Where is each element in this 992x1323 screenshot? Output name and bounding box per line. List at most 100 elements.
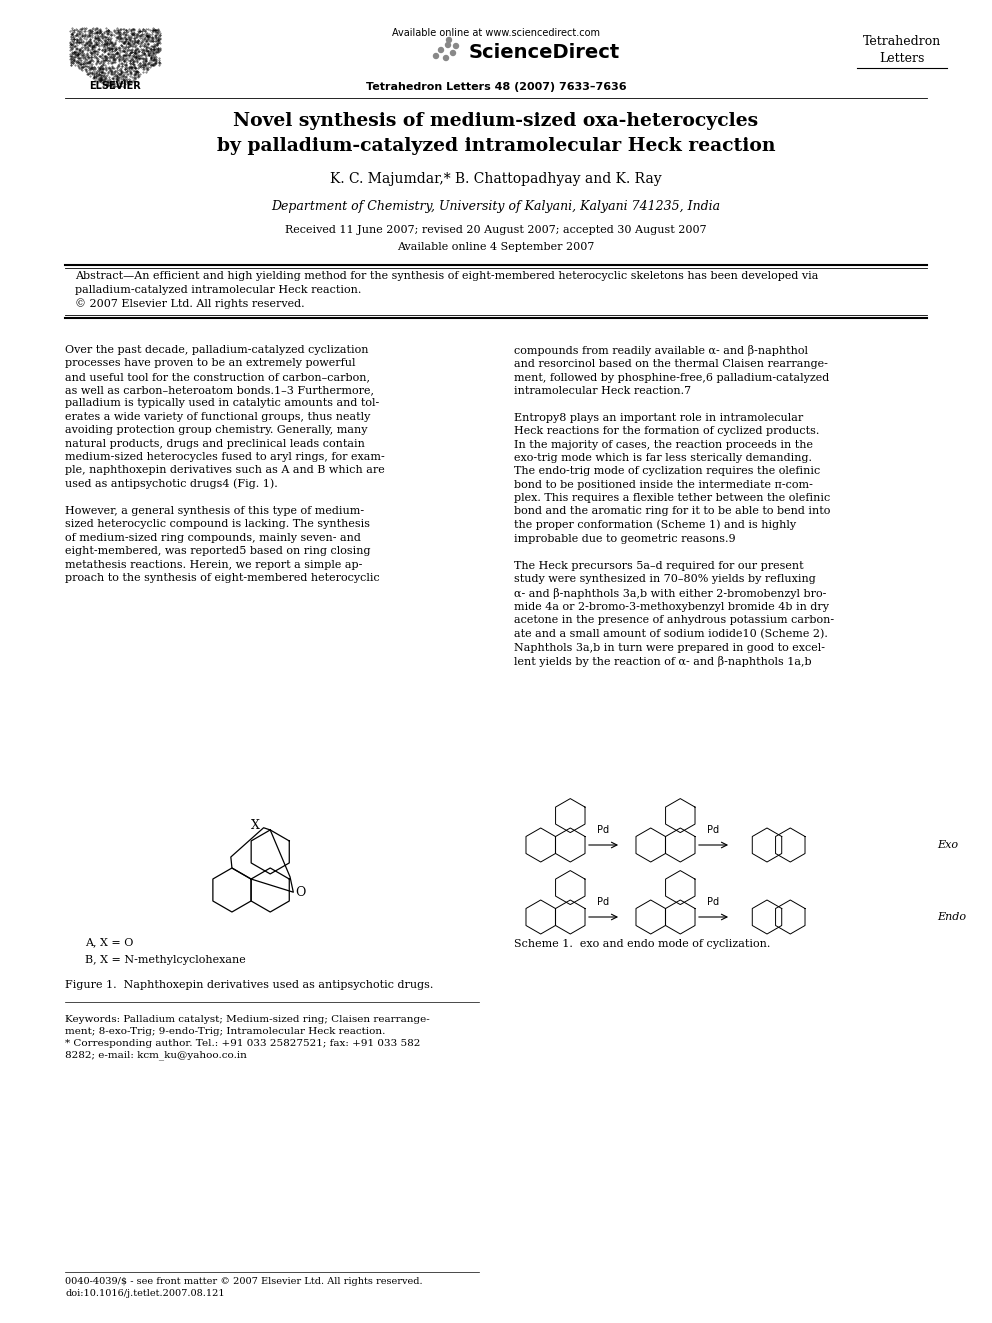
Point (110, 69, 126, 90)
Point (102, 24, 118, 45)
Point (145, 20, 161, 41)
Point (102, 73, 118, 94)
Point (142, 29, 158, 50)
Point (107, 61, 123, 82)
Point (103, 60, 119, 81)
Point (108, 38, 124, 60)
Point (64, 44, 80, 65)
Point (144, 45, 160, 66)
Point (113, 73, 129, 94)
Point (92, 67, 108, 89)
Point (135, 61, 151, 82)
Point (138, 22, 154, 44)
Point (126, 45, 142, 66)
Point (82, 29, 98, 50)
Point (68, 37, 84, 58)
Point (85, 22, 101, 44)
Point (133, 28, 149, 49)
Point (128, 38, 144, 60)
Point (94, 61, 110, 82)
Point (126, 54, 142, 75)
Point (106, 48, 122, 69)
Point (96, 33, 112, 54)
Point (63, 49, 79, 70)
Point (132, 21, 148, 42)
Point (131, 21, 147, 42)
Point (90, 29, 106, 50)
Point (126, 64, 142, 85)
Point (98, 49, 114, 70)
Point (110, 69, 126, 90)
Point (109, 46, 125, 67)
Point (129, 38, 145, 60)
Point (103, 62, 119, 83)
Point (109, 65, 125, 86)
Point (105, 48, 121, 69)
Point (96, 25, 112, 46)
Point (97, 57, 113, 78)
Point (87, 57, 103, 78)
Point (92, 57, 108, 78)
Point (126, 41, 142, 62)
Point (83, 57, 99, 78)
Point (107, 48, 123, 69)
Point (118, 48, 134, 69)
Point (107, 65, 123, 86)
Point (100, 33, 116, 54)
Point (114, 53, 130, 74)
Point (128, 61, 144, 82)
Point (115, 22, 131, 44)
Point (98, 22, 114, 44)
Point (86, 34, 102, 56)
Point (118, 42, 134, 64)
Point (99, 32, 115, 53)
Point (83, 46, 99, 67)
Point (111, 64, 127, 85)
Point (113, 28, 129, 49)
Point (74, 24, 90, 45)
Point (108, 38, 124, 60)
Point (70, 29, 86, 50)
Point (98, 30, 114, 52)
Point (150, 40, 166, 61)
Point (82, 40, 98, 61)
Point (118, 28, 134, 49)
Point (98, 67, 114, 89)
Point (123, 64, 139, 85)
Point (126, 28, 142, 49)
Point (72, 52, 88, 73)
Point (97, 45, 113, 66)
Point (79, 25, 95, 46)
Point (118, 45, 134, 66)
Point (80, 34, 96, 56)
Point (108, 22, 124, 44)
Point (116, 50, 132, 71)
Point (116, 70, 132, 91)
Point (68, 32, 84, 53)
Point (109, 65, 125, 86)
Point (80, 48, 96, 69)
Point (90, 41, 106, 62)
Point (90, 69, 106, 90)
Point (98, 34, 114, 56)
Point (64, 24, 80, 45)
Point (152, 25, 168, 46)
Point (73, 25, 89, 46)
Point (77, 32, 93, 53)
Point (146, 38, 162, 60)
Point (115, 69, 131, 90)
Point (138, 41, 154, 62)
Point (106, 58, 122, 79)
Point (103, 38, 119, 60)
Point (87, 22, 103, 44)
Point (132, 64, 148, 85)
Point (91, 20, 107, 41)
Point (140, 42, 156, 64)
Point (131, 45, 147, 66)
Point (142, 19, 158, 40)
Point (124, 49, 140, 70)
Point (109, 57, 125, 78)
Point (107, 37, 123, 58)
Point (93, 62, 109, 83)
Point (150, 19, 166, 40)
